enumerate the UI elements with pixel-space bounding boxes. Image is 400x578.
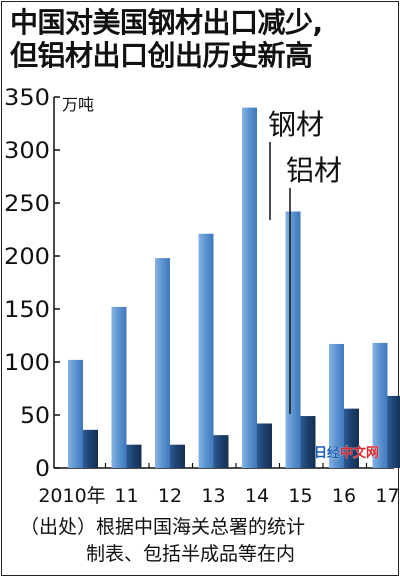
watermark-part1: 日经 [314,446,340,461]
x-tick-label: 16 [332,485,356,507]
y-tick-label: 200 [4,245,50,270]
y-tick-label: 100 [4,351,50,376]
series-label-steel: 钢材 [268,108,324,141]
source-note: （出处）根据中国海关总署的统计 制表、包括半成品等在内 [20,514,390,568]
steel-bar [286,211,301,468]
y-tick-label: 350 [4,86,50,111]
x-tick-label: 14 [245,485,269,507]
steel-bar [242,108,257,468]
aluminum-bar [83,430,98,468]
watermark-part2: 中文网 [340,446,379,461]
y-unit-label: 万吨 [62,95,94,114]
steel-bar [199,234,214,468]
y-tick-label: 0 [35,457,50,482]
steel-bar [155,258,170,468]
x-tick-label: 11 [114,485,138,507]
source-line-1: （出处）根据中国海关总署的统计 [20,514,390,541]
y-tick-label: 300 [4,139,50,164]
series-label-aluminum: 铝材 [286,154,342,187]
x-tick-label: 12 [158,485,182,507]
aluminum-bar [170,445,185,468]
y-tick-label: 50 [20,404,50,429]
steel-bar [112,307,127,468]
source-line-2: 制表、包括半成品等在内 [20,541,390,568]
aluminum-bar [127,445,142,468]
steel-bar [68,360,83,468]
x-tick-label: 2010年 [38,485,105,507]
watermark-logo: 日经中文网 [314,442,379,461]
x-tick-label: 13 [201,485,225,507]
aluminum-bar [388,396,400,468]
x-tick-label: 15 [288,485,312,507]
y-tick-label: 250 [4,192,50,217]
aluminum-bar [214,435,229,468]
x-tick-label: 17 [375,485,399,507]
y-tick-label: 150 [4,298,50,323]
aluminum-bar [257,423,272,468]
